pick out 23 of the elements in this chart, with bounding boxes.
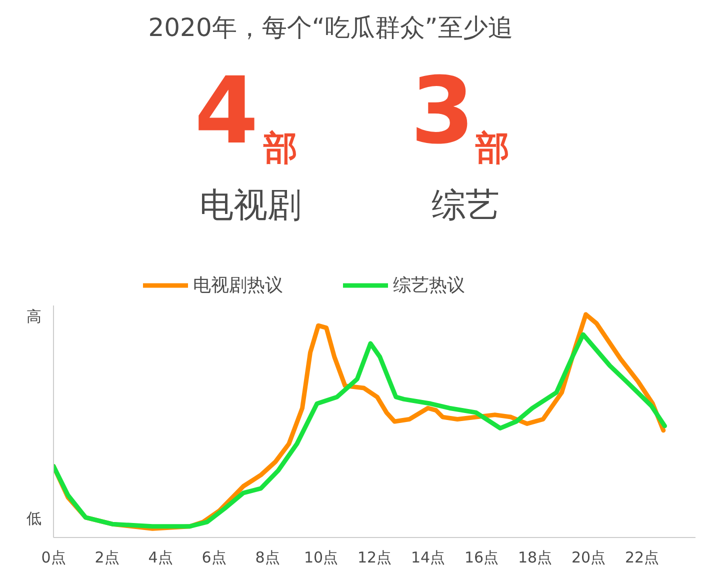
text: 电视剧 <box>200 186 302 226</box>
text: 部 <box>262 128 298 168</box>
x-tick-label: 20点 <box>571 548 606 566</box>
text: 综艺 <box>432 186 500 226</box>
text: 高 <box>26 308 42 326</box>
chart-title: 2020年，每个“吃瓜群众”至少追 <box>148 13 513 42</box>
text: 低 <box>26 510 42 528</box>
x-tick-label: 16点 <box>464 548 499 566</box>
x-tick-label: 22点 <box>624 548 660 566</box>
x-tick-label: 6点 <box>202 548 226 566</box>
text: 3 <box>410 58 475 164</box>
legend-label: 电视剧热议 <box>193 274 283 297</box>
x-tick-label: 10点 <box>304 548 338 566</box>
x-tick-label: 12点 <box>357 548 392 566</box>
text: 部 <box>474 128 510 168</box>
x-tick-label: 18点 <box>518 548 552 566</box>
text: 4 <box>194 58 259 164</box>
x-tick-label: 14点 <box>410 548 446 566</box>
x-tick-label: 2点 <box>94 548 120 566</box>
x-tick-label: 4点 <box>148 548 173 566</box>
x-tick-label: 8点 <box>255 548 280 566</box>
legend-label: 综艺热议 <box>393 274 465 297</box>
x-tick-label: 0点 <box>41 548 66 566</box>
